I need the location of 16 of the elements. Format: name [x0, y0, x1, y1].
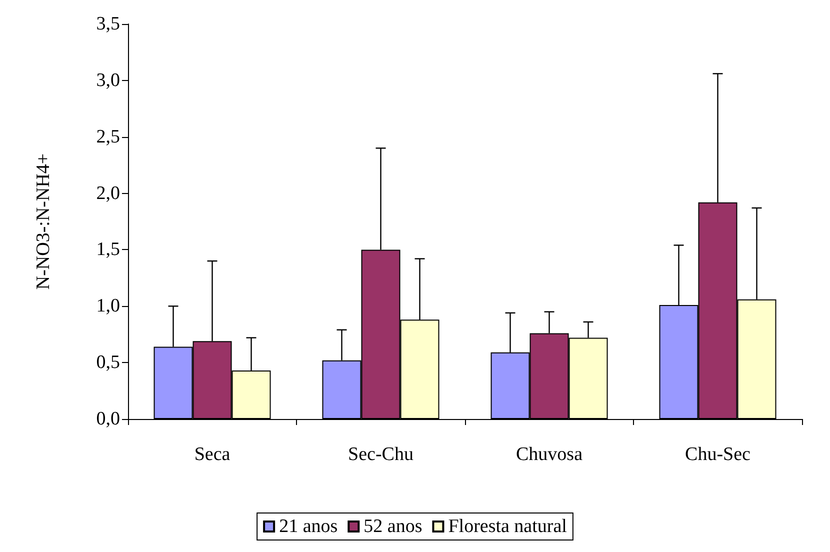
- y-tick-label: 2,5: [96, 126, 120, 148]
- x-tick-label: Sec-Chu: [348, 444, 414, 465]
- y-tick-label: 1,5: [96, 239, 120, 260]
- y-tick-label: 1,0: [96, 296, 120, 317]
- y-tick-label: 0,5: [96, 352, 120, 374]
- legend-label: 52 anos: [364, 516, 422, 537]
- x-tick-label: Chu-Sec: [685, 444, 750, 465]
- y-tick-label: 3,0: [96, 70, 120, 91]
- legend-label: 21 anos: [279, 516, 338, 537]
- x-tick-label: Seca: [194, 444, 231, 465]
- legend-label: Floresta natural: [448, 516, 567, 537]
- x-tick-label: Chuvosa: [516, 444, 584, 465]
- y-axis-title: N-NO3-:N-NH4+: [33, 153, 54, 290]
- y-tick-label: 2,0: [96, 182, 120, 204]
- y-tick-label: 0,0: [96, 408, 120, 430]
- y-tick-label: 3,5: [96, 14, 120, 34]
